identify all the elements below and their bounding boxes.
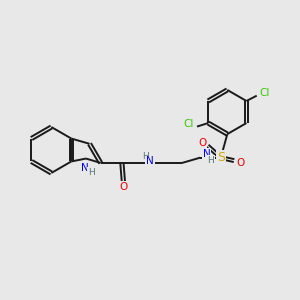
Text: N: N xyxy=(146,157,154,166)
Text: O: O xyxy=(119,182,128,192)
Text: H: H xyxy=(142,152,149,161)
Text: H: H xyxy=(88,168,94,177)
Text: O: O xyxy=(236,158,245,168)
Text: S: S xyxy=(217,151,225,164)
Text: Cl: Cl xyxy=(184,119,194,129)
Text: O: O xyxy=(198,138,206,148)
Text: H: H xyxy=(207,156,214,165)
Text: N: N xyxy=(203,149,211,159)
Text: Cl: Cl xyxy=(259,88,269,98)
Text: N: N xyxy=(81,163,88,173)
